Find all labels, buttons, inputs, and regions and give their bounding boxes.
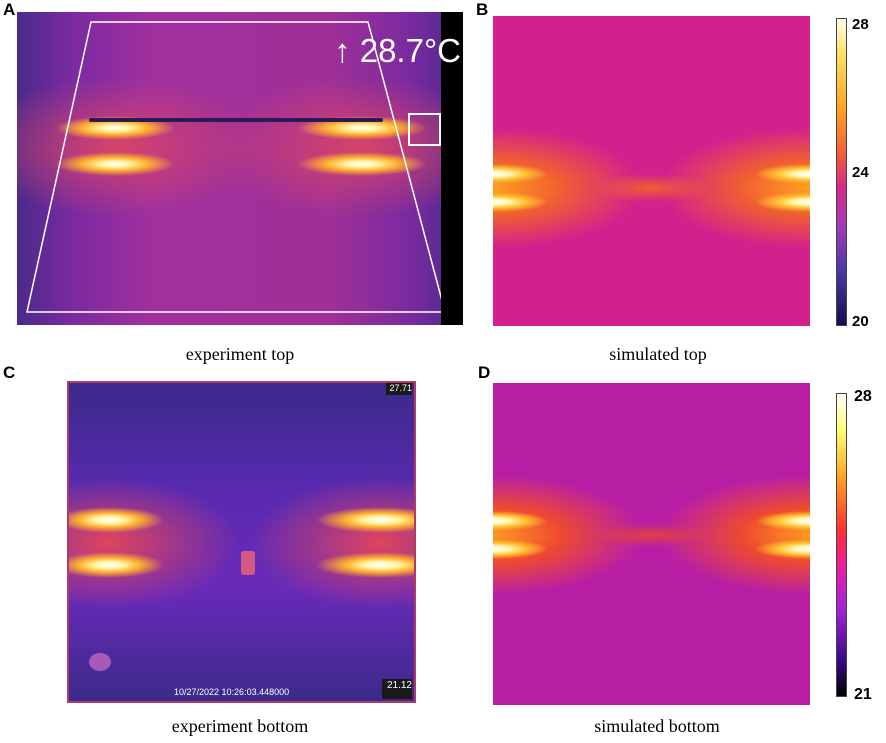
colorbar-top-min: 20 — [852, 313, 869, 330]
camera-timestamp: 10/27/2022 10:26:03.448000 — [174, 687, 290, 697]
reflection-blob — [89, 653, 111, 671]
caption-simulated-top: simulated top — [609, 344, 707, 364]
marker-spot — [241, 551, 255, 575]
max-temperature-readout: ↑ 28.7°C — [334, 32, 461, 69]
heater-bar — [89, 118, 383, 122]
camera-min-readout: 21.12 — [382, 679, 412, 699]
thermal-image-experiment-bottom: 27.71 21.12 10/27/2022 10:26:03.448000 — [67, 381, 416, 703]
panel-letter-c: C — [3, 363, 16, 382]
colorbar-top — [836, 18, 847, 326]
camera-max-readout: 27.71 — [386, 383, 412, 395]
colorbar-bottom-max: 28 — [854, 388, 872, 405]
panel-letter-a: A — [3, 0, 16, 19]
panel-letter-d: D — [478, 363, 491, 382]
caption-experiment-top: experiment top — [185, 344, 295, 364]
camera-border — [441, 12, 463, 325]
simulated-image-top — [493, 16, 810, 326]
caption-simulated-bottom: simulated bottom — [594, 716, 720, 736]
colorbar-bottom-min: 21 — [854, 686, 872, 703]
colorbar-top-max: 28 — [852, 16, 869, 33]
simulated-image-bottom — [493, 383, 810, 705]
colorbar-bottom — [836, 393, 847, 697]
measurement-box — [408, 113, 441, 146]
thermal-image-experiment-top: ↑ 28.7°C — [17, 12, 463, 325]
colorbar-top-mid: 24 — [852, 164, 869, 181]
panel-letter-b: B — [476, 0, 489, 19]
caption-experiment-bottom: experiment bottom — [171, 716, 309, 736]
